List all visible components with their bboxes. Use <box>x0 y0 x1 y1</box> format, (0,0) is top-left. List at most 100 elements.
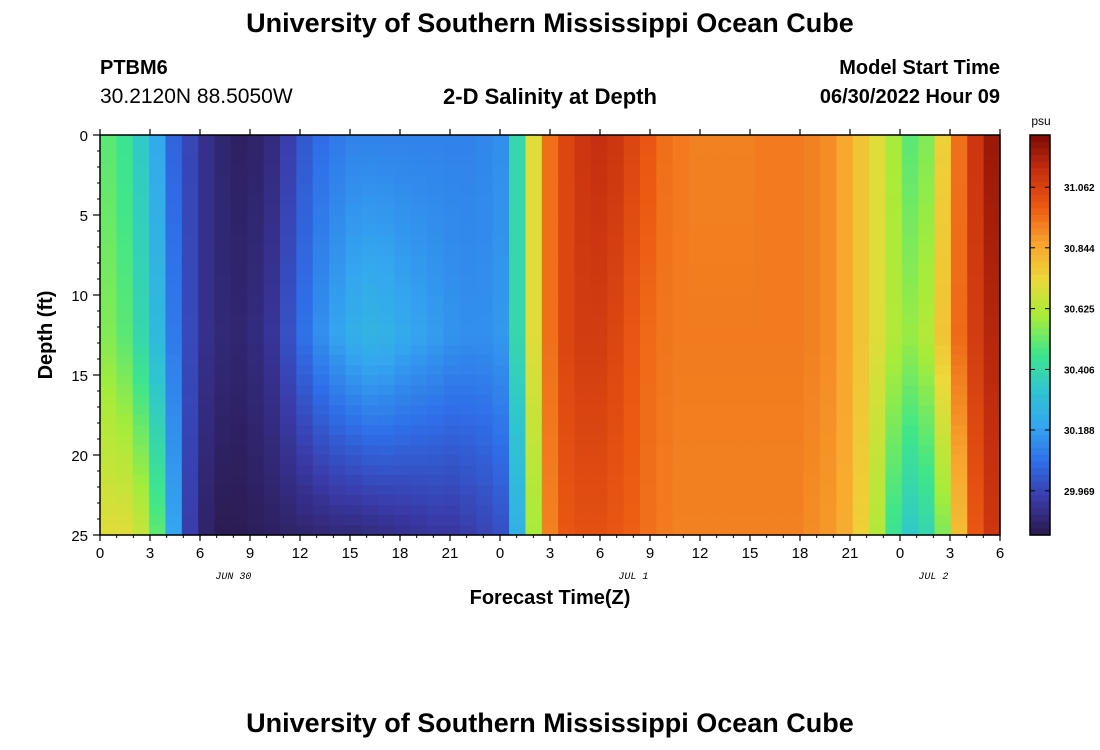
heatmap-cell <box>885 365 903 376</box>
heatmap-cell <box>590 245 608 256</box>
heatmap-cell <box>361 325 379 336</box>
heatmap-cell <box>803 315 821 326</box>
heatmap-cell <box>934 445 952 456</box>
heatmap-cell <box>525 155 543 166</box>
colorbar-segment <box>1030 328 1050 336</box>
heatmap-cell <box>770 145 788 156</box>
heatmap-cell <box>967 285 985 296</box>
heatmap-cell <box>689 255 707 266</box>
heatmap-cell <box>116 515 134 526</box>
heatmap-cell <box>607 155 625 166</box>
heatmap-cell <box>214 175 232 186</box>
heatmap-cell <box>541 375 559 386</box>
heatmap-cell <box>476 325 494 336</box>
heatmap-cell <box>770 475 788 486</box>
heatmap-cell <box>509 195 527 206</box>
heatmap-cell <box>607 225 625 236</box>
heatmap-cell <box>263 185 281 196</box>
heatmap-cell <box>509 475 527 486</box>
heatmap-cell <box>983 335 1001 346</box>
heatmap-cell <box>967 225 985 236</box>
heatmap-cell <box>165 215 183 226</box>
heatmap-cell <box>852 355 870 366</box>
heatmap-cell <box>132 465 150 476</box>
heatmap-cell <box>492 255 510 266</box>
heatmap-cell <box>934 215 952 226</box>
heatmap-cell <box>476 455 494 466</box>
heatmap-cell <box>754 245 772 256</box>
heatmap-cell <box>492 315 510 326</box>
heatmap-cell <box>607 365 625 376</box>
heatmap-cell <box>607 495 625 506</box>
heatmap-cell <box>230 365 248 376</box>
heatmap-cell <box>492 475 510 486</box>
heatmap-cell <box>247 455 265 466</box>
heatmap-cell <box>132 235 150 246</box>
heatmap-cell <box>132 515 150 526</box>
heatmap-cell <box>100 465 117 476</box>
heatmap-cell <box>165 435 183 446</box>
heatmap-cell <box>247 215 265 226</box>
heatmap-cell <box>852 265 870 276</box>
heatmap-cell <box>443 335 461 346</box>
heatmap-cell <box>541 415 559 426</box>
heatmap-cell <box>787 225 805 236</box>
heatmap-cell <box>394 405 412 416</box>
heatmap-cell <box>296 205 314 216</box>
heatmap-cell <box>934 275 952 286</box>
heatmap-cell <box>541 155 559 166</box>
heatmap-cell <box>705 255 723 266</box>
heatmap-cell <box>132 385 150 396</box>
heatmap-cell <box>492 495 510 506</box>
heatmap-cell <box>967 305 985 316</box>
heatmap-cell <box>345 485 363 496</box>
heatmap-cell <box>574 395 592 406</box>
heatmap-cell <box>149 315 167 326</box>
heatmap-cell <box>329 275 347 286</box>
heatmap-cell <box>263 215 281 226</box>
heatmap-cell <box>656 145 674 156</box>
heatmap-cell <box>394 305 412 316</box>
heatmap-cell <box>263 485 281 496</box>
heatmap-cell <box>705 195 723 206</box>
heatmap-cell <box>181 395 199 406</box>
heatmap-cell <box>918 525 936 536</box>
heatmap-cell <box>394 505 412 516</box>
heatmap-cell <box>820 465 837 476</box>
heatmap-cell <box>672 525 690 536</box>
colorbar-segment <box>1030 381 1050 389</box>
heatmap-cell <box>803 195 821 206</box>
heatmap-cell <box>967 435 985 446</box>
heatmap-cell <box>116 185 134 196</box>
heatmap-cell <box>574 235 592 246</box>
heatmap-cell <box>967 205 985 216</box>
heatmap-cell <box>214 525 232 536</box>
heatmap-cell <box>623 155 641 166</box>
heatmap-cell <box>869 345 887 356</box>
heatmap-cell <box>312 195 330 206</box>
heatmap-cell <box>574 475 592 486</box>
heatmap-cell <box>410 245 428 256</box>
heatmap-cell <box>525 475 543 486</box>
heatmap-cell <box>770 395 788 406</box>
heatmap-cell <box>247 155 265 166</box>
heatmap-cell <box>738 225 756 236</box>
heatmap-cell <box>361 195 379 206</box>
heatmap-cell <box>738 155 756 166</box>
heatmap-cell <box>869 225 887 236</box>
heatmap-cell <box>656 425 674 436</box>
heatmap-cell <box>934 135 952 146</box>
heatmap-cell <box>705 315 723 326</box>
heatmap-cell <box>312 275 330 286</box>
heatmap-cell <box>460 225 477 236</box>
heatmap-cell <box>460 485 477 496</box>
heatmap-cell <box>132 495 150 506</box>
heatmap-cell <box>181 445 199 456</box>
heatmap-cell <box>247 295 265 306</box>
heatmap-cell <box>852 235 870 246</box>
heatmap-cell <box>721 435 739 446</box>
heatmap-cell <box>803 245 821 256</box>
heatmap-cell <box>590 235 608 246</box>
heatmap-cell <box>247 405 265 416</box>
heatmap-cell <box>852 385 870 396</box>
